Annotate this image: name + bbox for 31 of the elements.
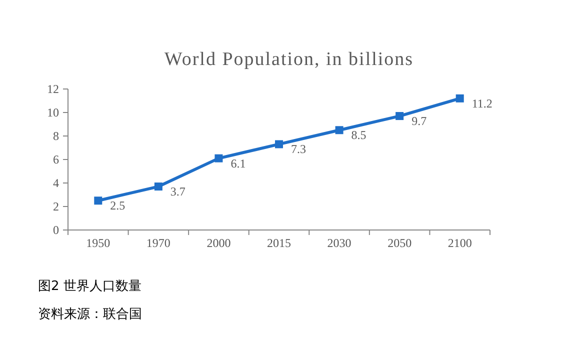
- point: [396, 112, 404, 120]
- data-label: 6.1: [230, 156, 246, 170]
- y-tick-label: 6: [53, 152, 59, 166]
- x-tick-label: 2000: [206, 236, 231, 250]
- data-label: 7.3: [291, 142, 306, 156]
- y-tick-label: 2: [53, 200, 59, 214]
- y-tick-label: 4: [53, 176, 59, 190]
- x-tick-label: 2015: [267, 236, 291, 250]
- x-tick-label: 2050: [388, 236, 412, 250]
- chart-title: World Population, in billions: [164, 49, 414, 70]
- y-tick-label: 12: [47, 82, 59, 96]
- x-tick-label: 1970: [146, 236, 170, 250]
- caption: 图2 世界人口数量: [38, 279, 142, 294]
- text: 资料来源：联合国: [38, 307, 142, 322]
- y-tick-label: 10: [47, 106, 59, 120]
- data-label: 8.5: [351, 128, 366, 142]
- point: [214, 154, 223, 162]
- data-label: 3.7: [170, 184, 186, 199]
- point: [154, 182, 162, 191]
- data-label: 11.2: [472, 96, 492, 110]
- point: [456, 94, 464, 102]
- y-tick-label: 0: [53, 223, 59, 237]
- point: [275, 140, 283, 148]
- y-tick-label: 8: [53, 129, 59, 143]
- x-tick-label: 2100: [448, 236, 472, 250]
- x-tick-label: 2030: [327, 236, 352, 250]
- x-tick-label: 1950: [86, 236, 110, 250]
- data-label: 9.7: [412, 114, 427, 128]
- data-label: 2.5: [110, 198, 126, 213]
- point: [94, 196, 102, 205]
- point: [335, 126, 344, 134]
